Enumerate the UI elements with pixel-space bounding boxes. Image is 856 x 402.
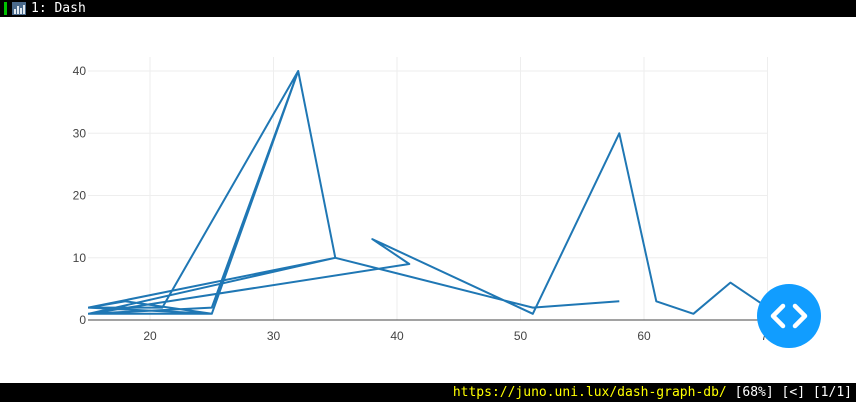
status-bar: https://juno.uni.lux/dash-graph-db/ [68%… [0, 383, 856, 402]
x-tick-label: 60 [637, 329, 651, 343]
x-tick-label: 20 [143, 329, 157, 343]
tab-bar: 1: Dash [0, 0, 856, 17]
code-toggle-button[interactable] [757, 284, 821, 348]
series-line[interactable] [88, 70, 768, 315]
x-tick-label: 30 [267, 329, 281, 343]
line-chart[interactable]: 203040506070010203040 [0, 17, 856, 383]
status-url[interactable]: https://juno.uni.lux/dash-graph-db/ [452, 385, 727, 400]
x-tick-label: 40 [390, 329, 404, 343]
chart-favicon-icon [12, 2, 26, 15]
back-indicator: [<] [781, 385, 806, 400]
y-tick-label: 20 [73, 189, 87, 203]
tab-title[interactable]: 1: Dash [31, 1, 86, 16]
y-tick-label: 30 [73, 126, 87, 140]
tab-indicator [4, 2, 7, 15]
y-tick-label: 10 [73, 251, 87, 265]
tab-count: [1/1] [812, 385, 852, 400]
y-tick-label: 40 [73, 64, 87, 78]
y-tick-label: 0 [79, 313, 86, 327]
code-icon [770, 303, 808, 329]
x-tick-label: 50 [514, 329, 528, 343]
zoom-level: [68%] [734, 385, 774, 400]
